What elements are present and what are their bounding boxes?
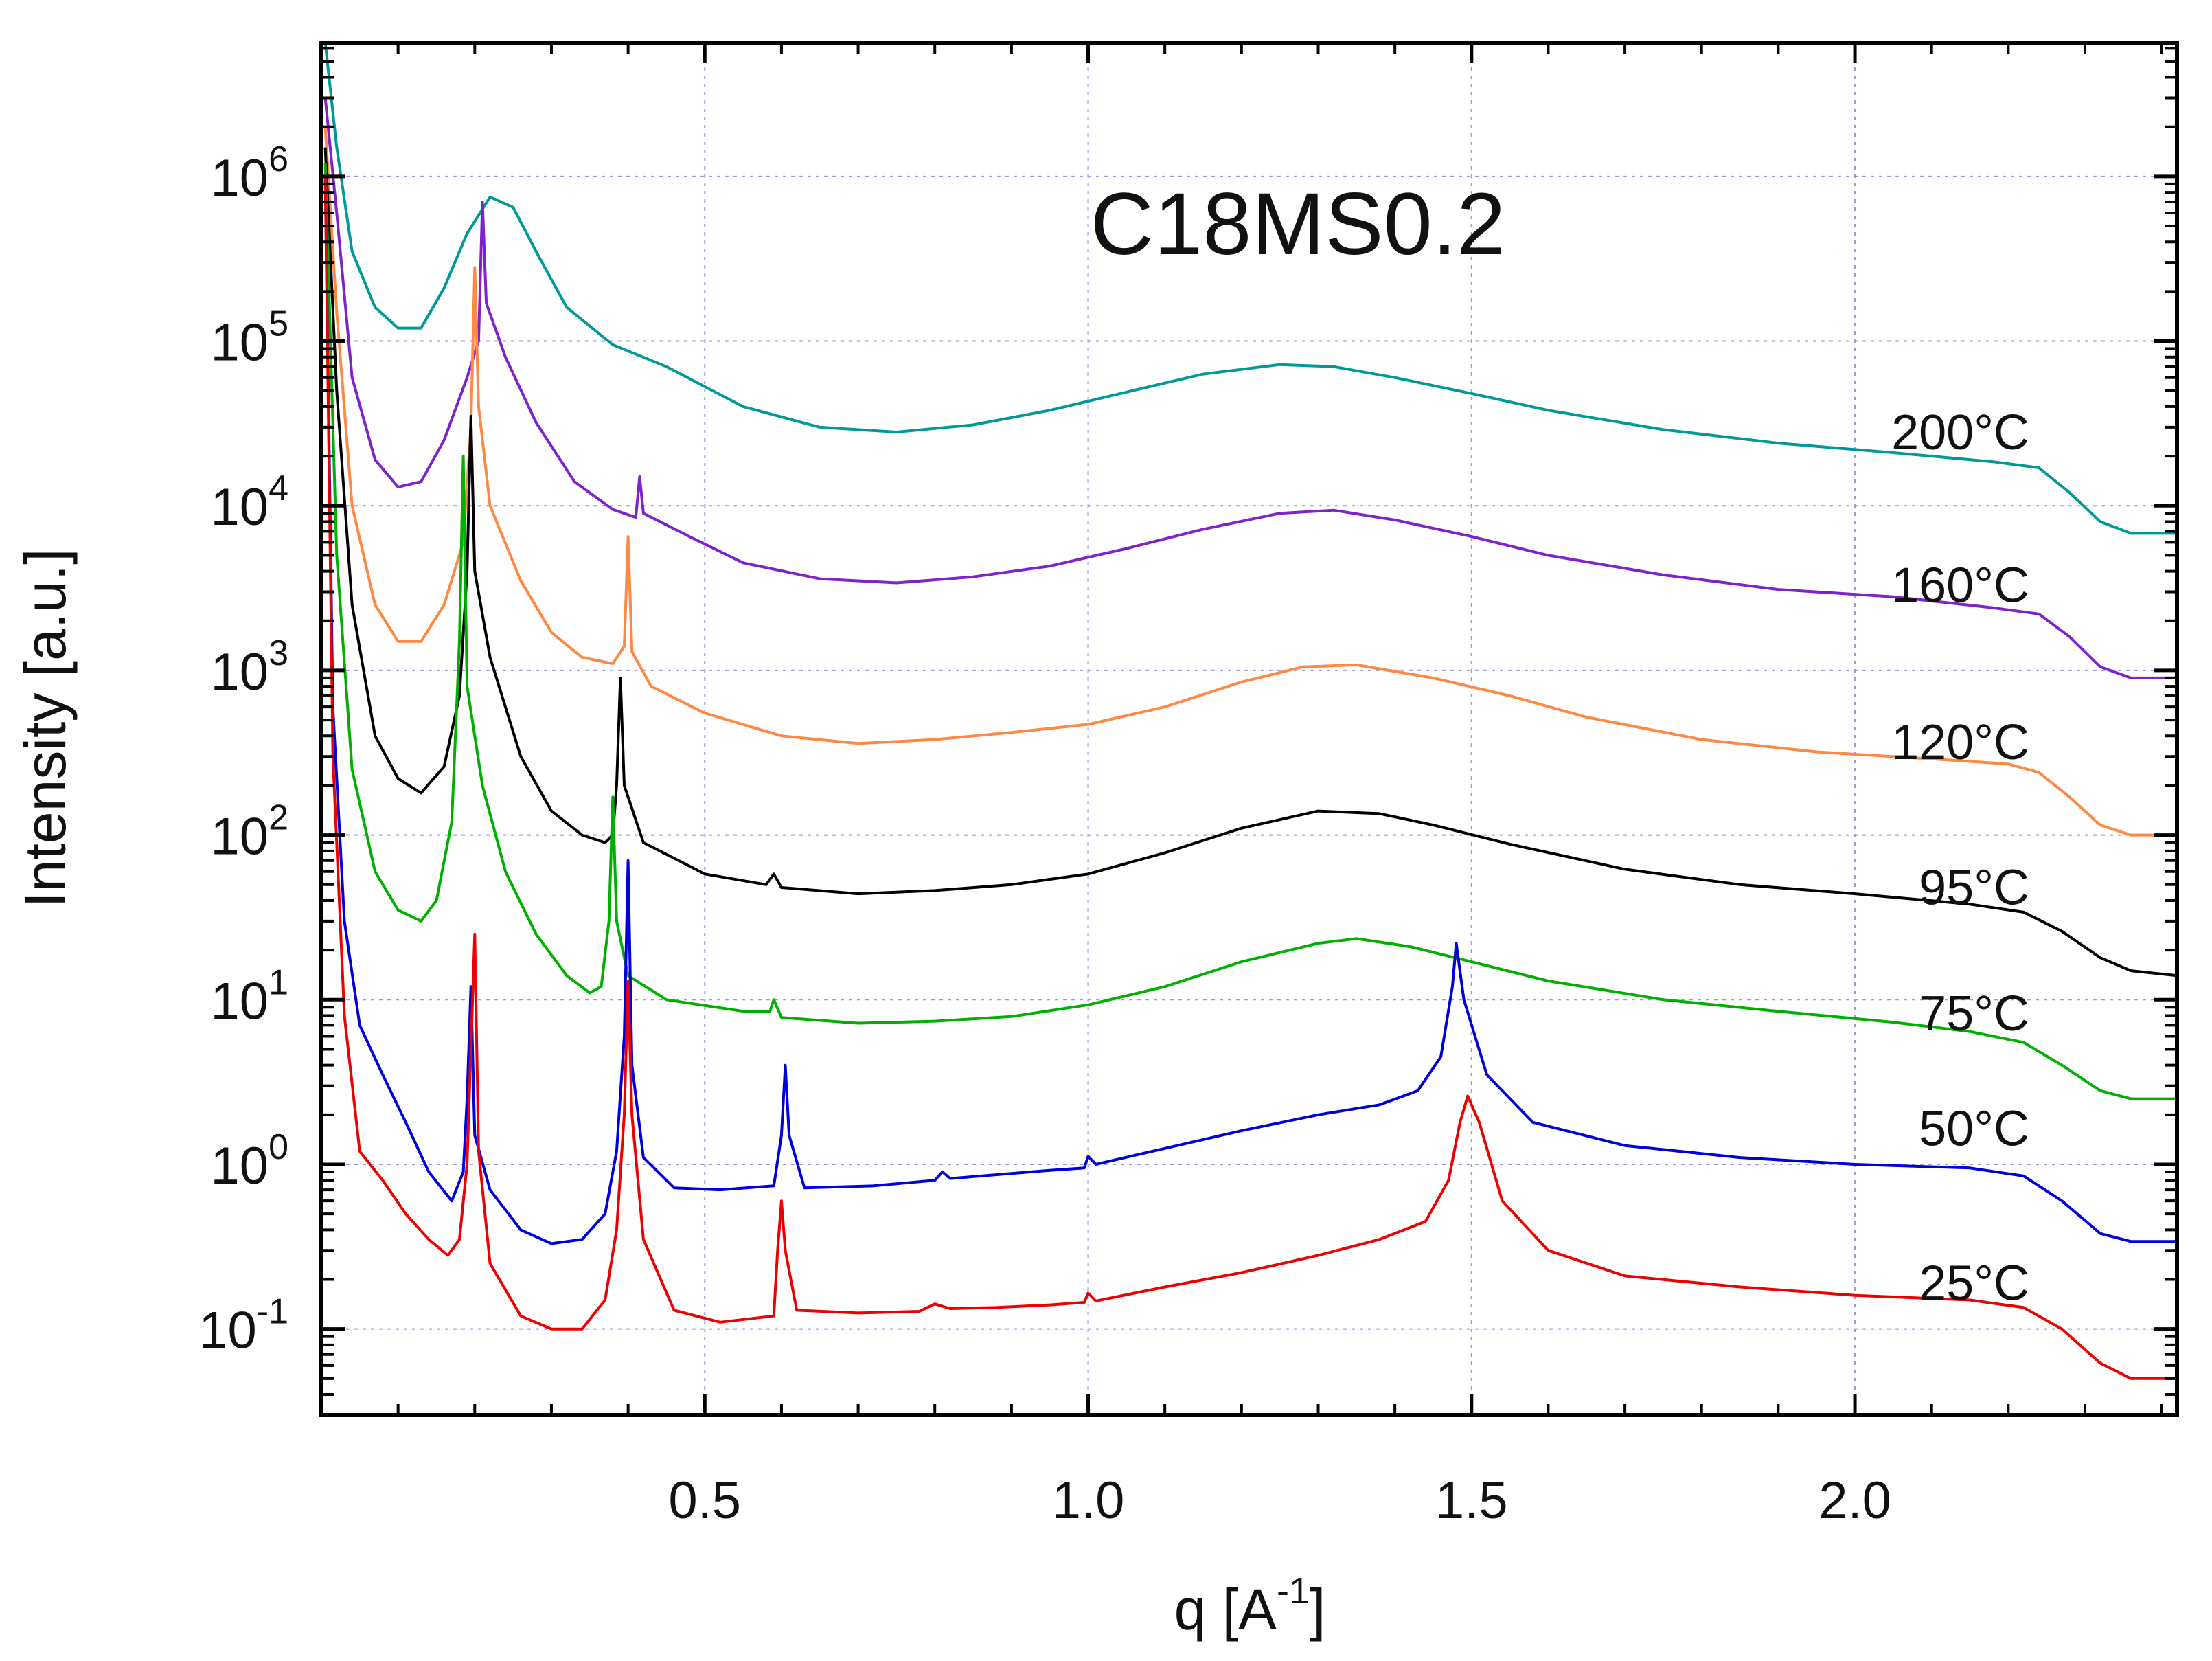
- x-tick-label: 2.0: [1818, 1471, 1891, 1530]
- y-tick-exponent: 2: [269, 798, 288, 838]
- x-tick-label: 1.0: [1052, 1471, 1125, 1530]
- series-line-50C: [323, 176, 2177, 1245]
- plot-frame: [319, 41, 2179, 1417]
- y-tick-base: 10: [198, 1302, 257, 1360]
- series-line-75C: [323, 163, 2177, 1100]
- series-label: 120°C: [1891, 715, 2029, 770]
- y-tick-base: 10: [211, 149, 269, 207]
- chart-title: C18MS0.2: [1091, 175, 1506, 273]
- axis-tick-labels: 0.5 1.0 1.5 2.010-1100101102103104105106200…: [198, 139, 2029, 1530]
- x-tick-label: 1.5: [1435, 1471, 1508, 1530]
- x-axis-label-superscript: -1: [1277, 1570, 1310, 1612]
- x-tick-label: 0.5: [668, 1471, 741, 1530]
- y-tick-exponent: 0: [269, 1127, 288, 1167]
- series-label: 50°C: [1919, 1102, 2029, 1157]
- y-tick-exponent: 6: [269, 139, 288, 179]
- y-tick-label: 103: [211, 633, 288, 701]
- series-line-25C: [323, 176, 2177, 1380]
- y-tick-exponent: 5: [269, 304, 288, 344]
- series-line-200C: [323, 42, 2177, 535]
- series-line-95C: [323, 147, 2178, 978]
- y-tick-base: 10: [211, 643, 269, 701]
- y-tick-base: 10: [211, 314, 269, 372]
- y-tick-base: 10: [211, 972, 269, 1030]
- axis-ticks: [321, 43, 2177, 1416]
- grid-lines: [321, 43, 2177, 1415]
- x-axis-label-suffix: ]: [1310, 1577, 1325, 1642]
- series-label: 95°C: [1919, 860, 2029, 915]
- series-label: 160°C: [1891, 558, 2029, 613]
- series-label: 200°C: [1891, 405, 2029, 460]
- y-tick-label: 105: [211, 304, 288, 372]
- x-axis-label: q [A-1]: [1174, 1570, 1326, 1642]
- y-tick-base: 10: [211, 808, 269, 866]
- y-tick-label: 104: [211, 468, 288, 536]
- series-label: 25°C: [1919, 1256, 2029, 1311]
- x-axis-label-main: q [A: [1174, 1577, 1277, 1642]
- y-tick-exponent: 4: [269, 468, 288, 508]
- y-tick-label: 100: [211, 1127, 288, 1195]
- series-label: 75°C: [1919, 986, 2029, 1041]
- series-lines: [323, 42, 2178, 1380]
- y-axis-label: Intensity [a.u.]: [13, 549, 78, 908]
- y-tick-exponent: -1: [257, 1292, 288, 1332]
- y-tick-label: 106: [211, 139, 288, 207]
- y-tick-exponent: 1: [269, 962, 288, 1002]
- y-tick-base: 10: [211, 1137, 269, 1195]
- y-tick-label: 101: [211, 962, 288, 1030]
- y-tick-exponent: 3: [269, 633, 288, 673]
- y-tick-base: 10: [211, 478, 269, 536]
- y-tick-label: 10-1: [198, 1292, 288, 1360]
- y-tick-label: 102: [211, 798, 288, 866]
- series-line-160C: [323, 98, 2177, 679]
